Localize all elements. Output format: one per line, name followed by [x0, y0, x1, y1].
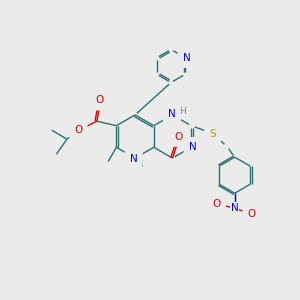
Text: H: H [136, 160, 143, 169]
Text: O: O [248, 209, 256, 219]
Text: N: N [130, 154, 137, 164]
Text: N: N [168, 109, 176, 119]
Text: N: N [183, 53, 191, 63]
Text: O: O [213, 199, 221, 209]
Text: S: S [209, 129, 216, 139]
Text: O: O [74, 125, 82, 135]
Text: N: N [231, 203, 239, 213]
Text: O: O [174, 131, 183, 142]
Text: H: H [180, 107, 186, 116]
Text: N: N [189, 142, 196, 152]
Text: −: − [209, 195, 216, 204]
Text: O: O [96, 95, 104, 105]
